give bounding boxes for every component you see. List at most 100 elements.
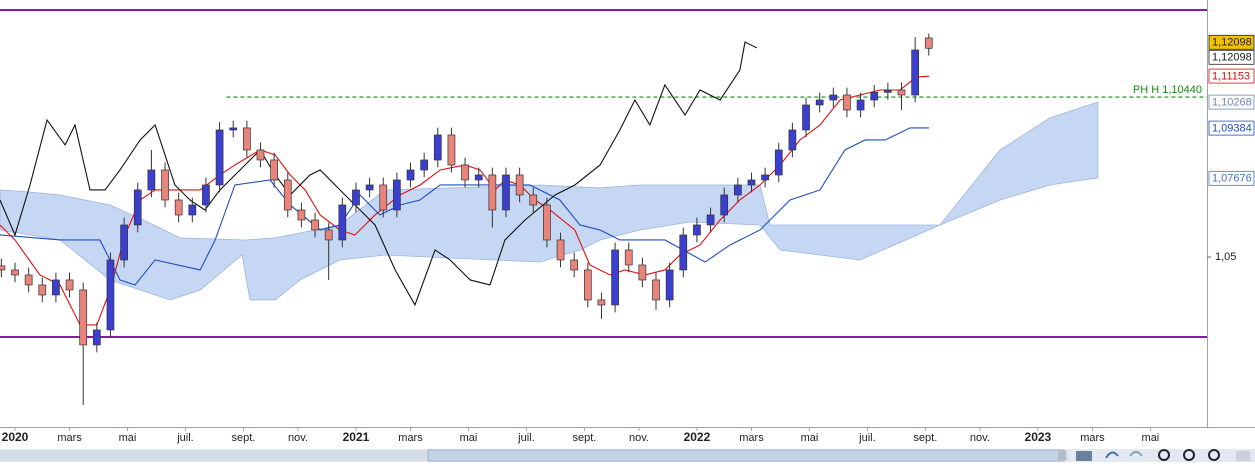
candle-body [870,91,879,101]
icon-zoom-in[interactable] [1208,449,1220,461]
candle-body [147,169,156,191]
candle-body [502,174,510,211]
icon-zoom-fit[interactable] [1158,449,1170,461]
candle-body [515,174,524,196]
price-label: 1,12098 [1212,52,1252,64]
candle-body [447,134,456,166]
candle-body [543,204,551,241]
candle-body [665,269,674,301]
price-label: 1,07676 [1212,173,1252,185]
candle-body [488,174,497,211]
ichimoku-cloud [0,101,1099,301]
x-tick-label: sept. [572,432,596,444]
y-tick-label: 1,05 [1215,251,1236,263]
price-label: 1,09384 [1212,123,1252,135]
x-tick-label: juil. [176,432,194,444]
x-tick-label: juil. [517,432,535,444]
candle-body [324,229,333,241]
candle-body [638,264,647,281]
price-label-box [1208,120,1255,136]
candle-body [229,127,238,131]
x-tick-label: mai [460,432,478,444]
candle-body [283,179,292,211]
candle-body [352,189,360,206]
candle-body [24,274,33,286]
x-tick-label: mars [398,432,423,444]
candle-body [911,49,919,96]
icon-undo[interactable] [1105,451,1119,459]
candle-body [529,194,538,206]
candle-body [843,94,851,111]
candle-body [256,149,265,161]
icon-zoom-out[interactable] [1183,449,1195,461]
icon-redo[interactable] [1129,451,1143,457]
price-label-box [1208,49,1255,65]
candle-body [624,249,633,266]
candle-body [311,219,319,231]
x-tick-label: sept. [913,432,937,444]
candle-body [270,159,278,181]
x-tick-label: juil. [858,432,876,444]
candle-body [365,184,374,191]
candle-body [92,329,101,346]
candle-body [174,199,183,216]
price-label-box [1208,94,1255,110]
candle-body [583,269,592,301]
indicator-line [0,75,930,326]
x-tick-label: nov. [629,432,649,444]
candle-body [788,129,797,151]
scroll-thumb[interactable] [427,449,1065,462]
x-tick-label: 2023 [1025,430,1052,444]
price-label: 1,11153 [1212,70,1250,82]
candle-body [297,209,306,221]
candle-body [733,184,742,196]
candle-body [747,179,756,186]
axes: 2020 mars mai juil. sept. nov. 2021 mars mai juil… [2,34,1255,444]
candle-body [106,259,115,331]
candle-body [570,259,579,271]
icon-layout[interactable] [1076,451,1092,461]
candle-body [556,239,565,261]
candle-body [693,224,701,236]
x-tick-label: mai [119,432,137,444]
candle-body [679,234,688,271]
candle-body [924,37,933,49]
price-label-box [1208,34,1255,50]
x-tick-label: mai [1142,432,1160,444]
candle-body [0,265,6,271]
candle-body [379,184,388,211]
x-tick-label: 2020 [2,430,29,444]
candle-body [815,99,824,106]
toolbar [0,449,1255,462]
plot-area: PH H 1,10440 [0,8,1207,405]
x-tick-label: 2021 [343,430,370,444]
price-label: 1,10268 [1212,97,1252,109]
candle-body [829,94,838,101]
candle-body [856,99,865,111]
price-label-box [1208,68,1255,84]
candle-body [420,159,429,171]
scroll-arrow[interactable] [1058,451,1066,460]
price-label-box [1208,170,1255,186]
ph-label: PH H 1,10440 [1133,84,1202,96]
candle-body [243,127,251,151]
candle-body [202,184,210,206]
candle-body [120,224,128,261]
candle-body [474,174,483,181]
x-tick-label: 2022 [684,430,711,444]
candle-body [11,269,19,276]
candle-body [188,204,197,216]
candle-body [338,204,347,241]
candle-body [161,169,169,201]
candle-body [720,194,729,216]
candle-body [884,89,892,93]
candle-body [38,284,47,296]
x-tick-label: mai [801,432,819,444]
candle-body [897,89,906,96]
candle-body [79,289,88,346]
icon-more[interactable] [1236,451,1250,461]
x-tick-label: sept. [232,432,256,444]
candle-body [774,149,783,176]
x-tick-label: nov. [288,432,308,444]
